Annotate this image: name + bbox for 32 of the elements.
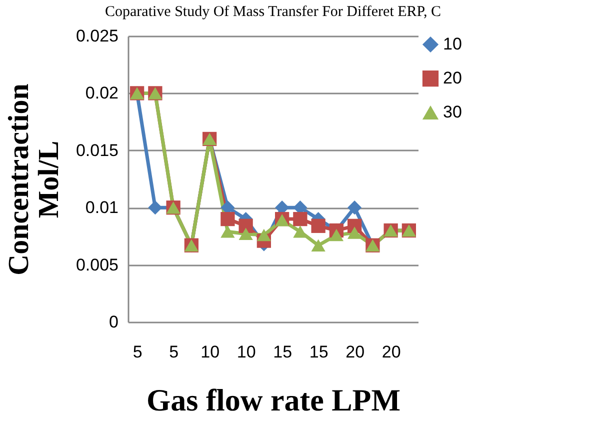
point xyxy=(347,226,362,239)
x-tick-label: 10 xyxy=(236,342,256,362)
x-tick-label: 15 xyxy=(309,342,328,362)
point xyxy=(293,212,308,226)
point xyxy=(311,218,326,233)
point xyxy=(329,228,344,242)
y-tick-label: 0.025 xyxy=(76,26,118,46)
x-tick-label: 5 xyxy=(132,342,142,362)
point xyxy=(220,226,235,238)
point xyxy=(311,239,326,252)
y-tick-label: 0 xyxy=(109,312,118,332)
x-tick-label: 10 xyxy=(200,342,220,362)
chart-title: Coparative Study Of Mass Transfer For Differet ERP, C xyxy=(105,4,441,20)
point xyxy=(220,212,235,226)
legend-label: 10 xyxy=(443,34,462,54)
x-tick-label: 20 xyxy=(382,342,401,362)
point xyxy=(293,226,308,238)
point xyxy=(148,200,162,215)
point xyxy=(347,200,362,215)
y-tick-label: 0.01 xyxy=(85,198,118,218)
x-tick-label: 20 xyxy=(346,342,365,362)
x-axis-title: Gas flow rate LPM xyxy=(146,382,400,418)
y-axis-title: Concentraction Mol/L xyxy=(2,84,65,276)
y-tick-label: 0.02 xyxy=(85,84,118,103)
point xyxy=(238,228,253,240)
y-tick-label: 0.005 xyxy=(76,255,118,274)
point xyxy=(238,218,253,233)
x-tick-label: 15 xyxy=(273,342,292,362)
y-tick-label: 0.015 xyxy=(76,140,118,160)
legend-label: 20 xyxy=(443,68,462,88)
legend-label: 30 xyxy=(443,102,462,122)
x-tick-label: 5 xyxy=(169,342,179,362)
